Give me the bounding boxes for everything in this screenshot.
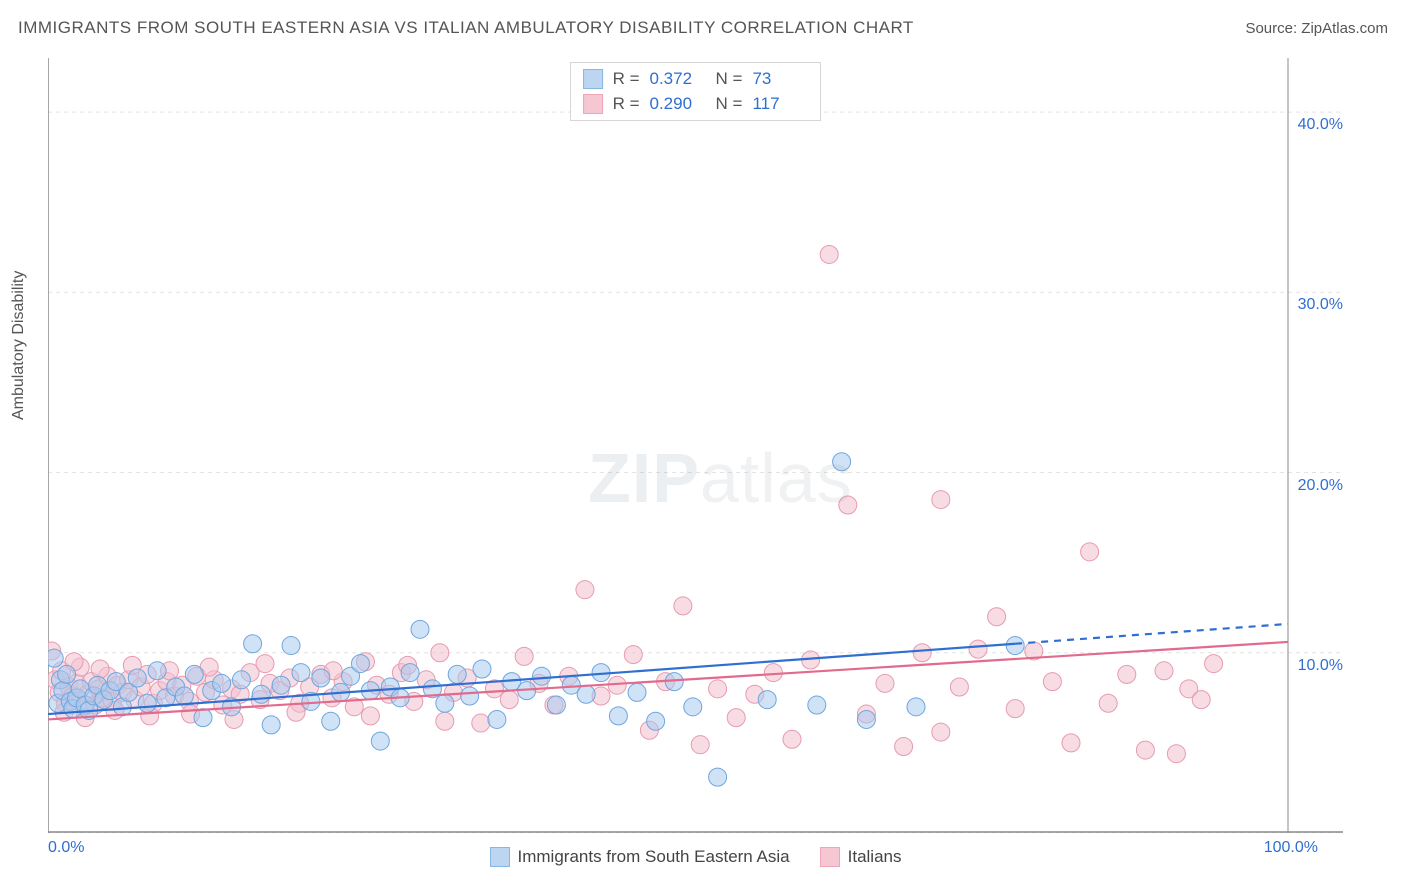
chart-title: IMMIGRANTS FROM SOUTH EASTERN ASIA VS IT… [18, 18, 914, 38]
swatch-blue-icon [490, 847, 510, 867]
y-axis-label: Ambulatory Disability [10, 271, 28, 420]
legend-stats-row-blue: R = 0.372 N = 73 [583, 67, 809, 92]
y-tick-label: 20.0% [1298, 477, 1343, 495]
r-label: R = [613, 92, 640, 117]
swatch-pink-icon [583, 94, 603, 114]
n-label: N = [716, 67, 743, 92]
legend-item-pink: Italians [820, 847, 902, 867]
r-value-pink: 0.290 [650, 92, 706, 117]
legend-label-pink: Italians [848, 847, 902, 867]
chart-header: IMMIGRANTS FROM SOUTH EASTERN ASIA VS IT… [18, 18, 1388, 38]
legend-label-blue: Immigrants from South Eastern Asia [518, 847, 790, 867]
swatch-blue-icon [583, 69, 603, 89]
legend-stats: R = 0.372 N = 73 R = 0.290 N = 117 [570, 62, 822, 121]
r-label: R = [613, 67, 640, 92]
n-label: N = [716, 92, 743, 117]
legend-stats-row-pink: R = 0.290 N = 117 [583, 92, 809, 117]
x-tick-label: 0.0% [48, 839, 84, 857]
chart-svg [48, 58, 1343, 833]
y-tick-label: 10.0% [1298, 657, 1343, 675]
scatter-plot: ZIPatlas R = 0.372 N = 73 R = 0.290 N = … [48, 58, 1343, 833]
y-tick-label: 40.0% [1298, 116, 1343, 134]
x-tick-label: 100.0% [1264, 839, 1318, 857]
legend-series: Immigrants from South Eastern Asia Itali… [490, 847, 902, 867]
swatch-pink-icon [820, 847, 840, 867]
r-value-blue: 0.372 [650, 67, 706, 92]
legend-item-blue: Immigrants from South Eastern Asia [490, 847, 790, 867]
y-tick-label: 30.0% [1298, 296, 1343, 314]
n-value-pink: 117 [752, 92, 808, 117]
n-value-blue: 73 [752, 67, 808, 92]
source-attribution: Source: ZipAtlas.com [1245, 20, 1388, 37]
